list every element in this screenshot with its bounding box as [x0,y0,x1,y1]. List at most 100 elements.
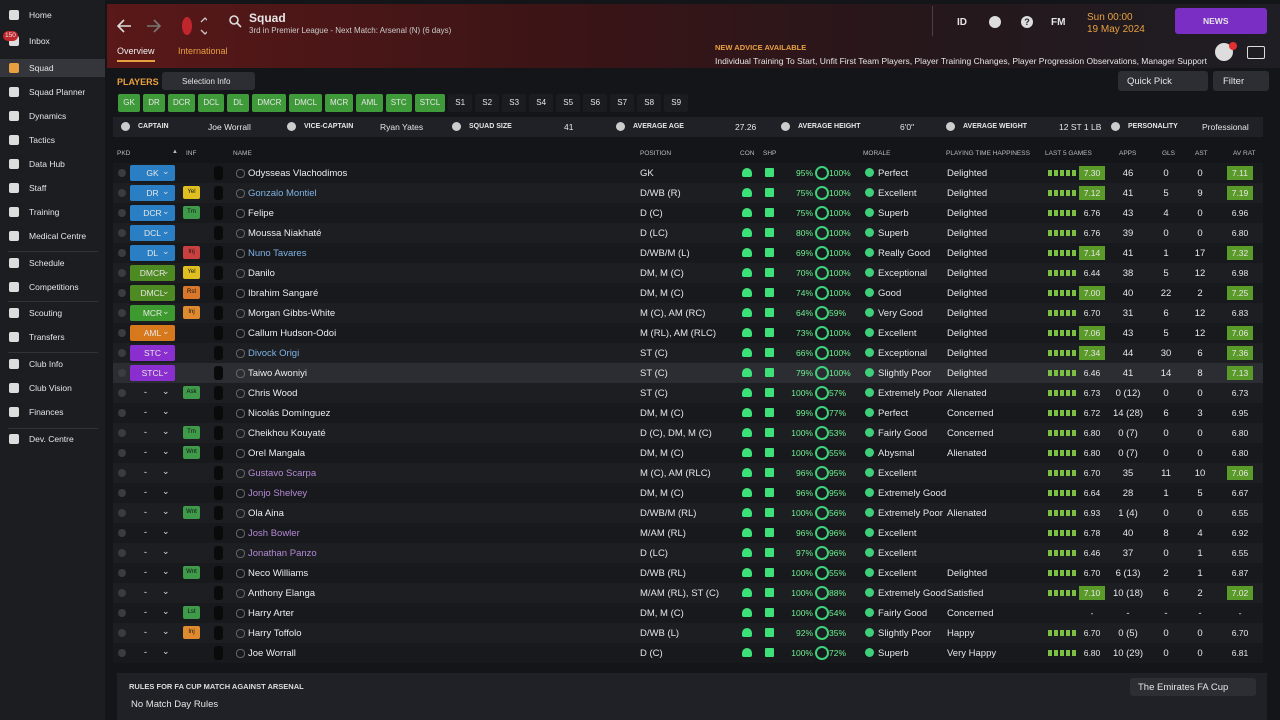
filter-chip[interactable]: GK [118,94,140,112]
player-row[interactable]: - ⌄ Lst Harry Arter DM, M (C) 100% 54% Fairly G… [113,603,1263,623]
nav-item[interactable]: Training [0,203,105,221]
column-header[interactable]: APPS [1119,150,1137,157]
filter-chip[interactable]: DL [227,94,250,112]
filter-chip[interactable]: S6 [583,94,608,112]
player-row[interactable]: - ⌄ Nicolás Domínguez DM, M (C) 99% 77% Perfec… [113,403,1263,423]
player-name[interactable]: Odysseas Vlachodimos [248,168,348,179]
nav-item[interactable]: Home [0,6,105,24]
player-name[interactable]: Nicolás Domínguez [248,408,331,419]
filter-chip[interactable]: AML [356,94,383,112]
filter-chip[interactable]: S8 [637,94,662,112]
nav-item[interactable]: Squad Planner [0,83,105,101]
selection-dash[interactable]: - [144,607,147,617]
player-name[interactable]: Harry Arter [248,608,294,619]
player-name[interactable]: Callum Hudson-Odoi [248,328,337,339]
player-row[interactable]: - ⌄ Jonjo Shelvey DM, M (C) 96% 95% Extremely … [113,483,1263,503]
player-row[interactable]: - ⌄ Wnt Neco Williams D/WB (RL) 100% 55% Excell… [113,563,1263,583]
player-row[interactable]: - ⌄ Gustavo Scarpa M (C), AM (RLC) 96% 95% Exc… [113,463,1263,483]
competition-dropdown[interactable]: The Emirates FA Cup [1130,678,1256,696]
player-name[interactable]: Joe Worrall [248,648,296,659]
selection-dash[interactable]: - [144,507,147,517]
nav-icons[interactable] [117,14,207,38]
nav-item[interactable]: Data Hub [0,155,105,173]
player-name[interactable]: Nuno Tavares [248,248,307,259]
selection-pill[interactable]: STCL [130,365,175,381]
player-name[interactable]: Morgan Gibbs-White [248,308,336,319]
column-header[interactable]: MORALE [863,150,891,157]
player-name[interactable]: Jonathan Panzo [248,548,317,559]
column-header[interactable]: POSITION [640,150,672,157]
filter-chip[interactable]: DR [143,94,165,112]
player-row[interactable]: - ⌄ Tm Cheikhou Kouyaté D (C), DM, M (C) 100%… [113,423,1263,443]
player-name[interactable]: Ola Aina [248,508,284,519]
player-name[interactable]: Neco Williams [248,568,309,579]
nav-item[interactable]: Squad [0,59,105,77]
player-row[interactable]: - ⌄ Wnt Orel Mangala DM, M (C) 100% 55% Abysmal… [113,443,1263,463]
player-row[interactable]: DCL ⌄ Moussa Niakhaté D (LC) 80% 100% Superb De… [113,223,1263,243]
selection-dash[interactable]: - [144,407,147,417]
selection-pill[interactable]: DCL [130,225,175,241]
nav-item[interactable]: Dynamics [0,107,105,125]
selection-dash[interactable]: - [144,487,147,497]
selection-pill[interactable]: STC [130,345,175,361]
filter-button[interactable]: Filter [1213,71,1269,91]
filter-chip[interactable]: DCL [198,94,225,112]
selection-dash[interactable]: - [144,447,147,457]
column-header[interactable]: CON [740,150,755,157]
selection-info-dropdown[interactable]: Selection Info [162,72,255,90]
column-header[interactable]: PLAYING TIME HAPPINESS [946,150,1030,157]
player-row[interactable]: MCR ⌄ Inj Morgan Gibbs-White M (C), AM (RC) 6… [113,303,1263,323]
selection-pill[interactable]: DR [130,185,175,201]
tab[interactable]: Overview [117,46,155,62]
search-icon[interactable] [228,14,242,28]
selection-dash[interactable]: - [144,647,147,657]
player-row[interactable]: GK ⌄ Odysseas Vlachodimos GK 95% 100% Perfect D… [113,163,1263,183]
nav-item[interactable]: Transfers [0,328,105,346]
nav-item[interactable]: Club Info [0,355,105,373]
player-row[interactable]: DMCL ⌄ Rst Ibrahim Sangaré DM, M (C) 74% 100% G… [113,283,1263,303]
header-icons[interactable]: ? [987,14,1047,30]
selection-dash[interactable]: - [144,587,147,597]
selection-dash[interactable]: - [144,627,147,637]
player-name[interactable]: Moussa Niakhaté [248,228,322,239]
filter-chip[interactable]: DMCR [252,94,287,112]
selection-dash[interactable]: - [144,527,147,537]
player-name[interactable]: Gustavo Scarpa [248,468,317,479]
filter-chip[interactable]: S4 [529,94,554,112]
player-name[interactable]: Taiwo Awoniyi [248,368,307,379]
column-header[interactable]: AST [1195,150,1208,157]
selection-pill[interactable]: GK [130,165,175,181]
filter-chip[interactable]: S5 [556,94,581,112]
player-row[interactable]: DR ⌄ Yel Gonzalo Montiel D/WB (R) 75% 100% Exce… [113,183,1263,203]
filter-chip[interactable]: S7 [610,94,635,112]
player-row[interactable]: STCL ⌄ Taiwo Awoniyi ST (C) 79% 100% Slightly … [113,363,1263,383]
player-row[interactable]: DCR ⌄ Tm Felipe D (C) 75% 100% Superb Delighted 6… [113,203,1263,223]
nav-item[interactable]: Inbox [0,32,105,50]
column-header[interactable]: GLS [1162,150,1176,157]
player-row[interactable]: DMCR ⌄ Yel Danilo DM, M (C) 70% 100% Exceptiona… [113,263,1263,283]
player-name[interactable]: Ibrahim Sangaré [248,288,319,299]
column-header[interactable]: NAME [233,150,252,157]
player-name[interactable]: Anthony Elanga [248,588,316,599]
player-row[interactable]: - ⌄ Ask Chris Wood ST (C) 100% 57% Extremely Po… [113,383,1263,403]
nav-item[interactable]: Tactics [0,131,105,149]
filter-chip[interactable]: DCR [168,94,196,112]
player-name[interactable]: Harry Toffolo [248,628,302,639]
player-name[interactable]: Cheikhou Kouyaté [248,428,326,439]
selection-pill[interactable]: DMCR [130,265,175,281]
selection-pill[interactable]: DL [130,245,175,261]
column-header[interactable]: LAST 5 GAMES [1045,150,1092,157]
column-header[interactable]: PKD [117,150,131,157]
column-header[interactable]: AV RAT [1233,150,1256,157]
column-header[interactable]: INF [186,150,197,157]
news-button[interactable]: NEWS [1175,8,1267,34]
filter-chip[interactable]: S2 [475,94,500,112]
player-row[interactable]: - ⌄ Wnt Ola Aina D/WB/M (RL) 100% 56% Extremely… [113,503,1263,523]
fm-button[interactable]: FM [1051,17,1066,28]
selection-dash[interactable]: - [144,387,147,397]
player-name[interactable]: Felipe [248,208,274,219]
player-name[interactable]: Gonzalo Montiel [248,188,317,199]
manager-avatar[interactable] [1215,43,1233,61]
nav-item[interactable]: Staff [0,179,105,197]
player-row[interactable]: DL ⌄ Inj Nuno Tavares D/WB/M (L) 69% 100% Reall… [113,243,1263,263]
